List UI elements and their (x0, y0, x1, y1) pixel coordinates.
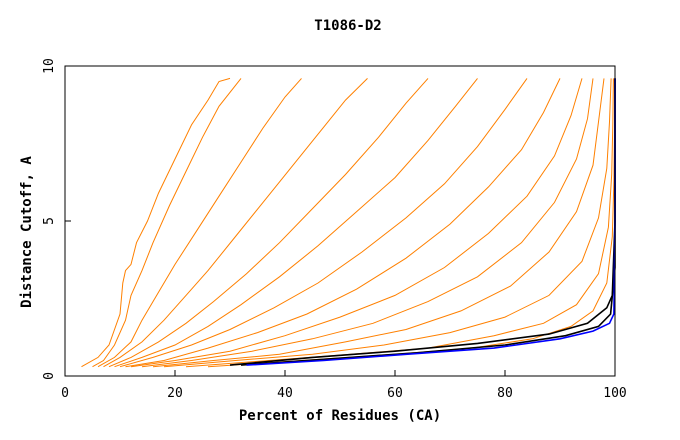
x-tick-label: 100 (603, 386, 626, 401)
y-tick-label: 0 (42, 372, 57, 380)
x-tick-label: 80 (497, 386, 513, 401)
series-line-models-10 (152, 78, 605, 368)
y-axis-label: Distance Cutoff, A (19, 156, 35, 308)
series-lines (81, 77, 616, 368)
series-line-models-13 (207, 78, 616, 368)
series-line-models-3 (103, 78, 368, 368)
y-tick-label: 5 (42, 217, 57, 225)
series-line-models-11 (163, 78, 612, 368)
series-line-highlight-16 (246, 78, 616, 366)
series-line-models-7 (125, 78, 561, 368)
y-axis: 0 5 10 (42, 58, 71, 380)
series-line-models-1 (92, 78, 242, 368)
series-line-models-9 (141, 78, 594, 368)
series-line-models-0 (81, 77, 231, 368)
x-tick-label: 0 (61, 386, 69, 401)
x-tick-label: 60 (387, 386, 403, 401)
chart-title: T1086-D2 (314, 18, 381, 34)
x-axis-label: Percent of Residues (CA) (239, 408, 441, 424)
series-line-models-5 (114, 78, 478, 368)
x-axis: 0 20 40 60 80 100 (61, 370, 627, 401)
series-line-best_models-14 (229, 78, 616, 366)
series-line-models-2 (97, 78, 302, 368)
series-line-models-8 (130, 78, 583, 368)
x-tick-label: 20 (167, 386, 183, 401)
x-tick-label: 40 (277, 386, 293, 401)
y-tick-label: 10 (42, 58, 57, 74)
series-line-models-6 (119, 78, 528, 368)
series-line-models-4 (108, 78, 429, 368)
